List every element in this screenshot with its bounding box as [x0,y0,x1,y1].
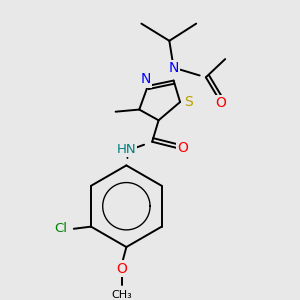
Text: O: O [215,96,226,110]
Text: CH₃: CH₃ [112,290,132,300]
Text: N: N [140,73,151,86]
Text: HN: HN [117,143,136,156]
Text: O: O [117,262,128,275]
Text: N: N [168,61,179,75]
Text: Cl: Cl [54,222,68,235]
Text: O: O [177,141,188,155]
Text: S: S [184,95,193,109]
